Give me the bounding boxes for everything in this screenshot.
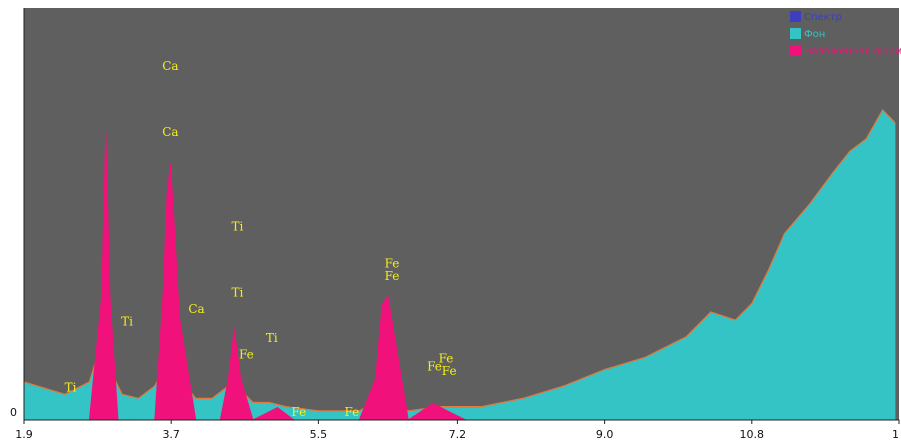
series-0-point xyxy=(121,394,123,396)
series-1-point xyxy=(105,131,107,133)
series-0-point xyxy=(894,122,896,124)
series-0-point xyxy=(137,398,140,400)
series-0-point xyxy=(604,370,606,372)
x-tick-label: 3.7 xyxy=(162,428,180,441)
peak-label: Ca xyxy=(188,302,204,316)
legend: Спектр Фон Наложенная форма xyxy=(790,11,901,57)
series-1-point xyxy=(109,295,111,297)
series-1-point xyxy=(375,378,377,380)
series-0-point xyxy=(268,402,270,405)
series-0-point xyxy=(358,411,360,413)
series-0-point xyxy=(252,402,254,405)
series-0-point xyxy=(882,110,884,112)
peak-label: Fe xyxy=(442,364,457,378)
peak-label: Ti xyxy=(266,331,278,345)
series-1-point xyxy=(101,295,103,297)
series-0-point xyxy=(685,337,688,339)
series-0-point xyxy=(783,234,786,236)
series-0-point xyxy=(710,312,712,314)
series-1-point xyxy=(387,295,389,297)
peak-label: Fe xyxy=(345,405,360,419)
y-tick-label: 0 xyxy=(10,406,17,419)
peak-label: Fe xyxy=(439,351,454,365)
legend-swatch xyxy=(790,28,801,39)
peak-label: Fe xyxy=(427,360,442,374)
series-1-point xyxy=(169,164,171,166)
tick-layer: 1.9 3.7 5.5 7.2 9.0 10.8 1 0 xyxy=(10,406,900,441)
series-0-point xyxy=(808,205,810,207)
peak-label: Fe xyxy=(385,269,400,283)
peak-label: Ca xyxy=(162,125,178,139)
series-0-point xyxy=(317,411,319,413)
x-tick-label: 1.9 xyxy=(15,428,33,441)
series-0-point xyxy=(285,407,287,409)
series-1-point xyxy=(233,328,235,330)
x-tick-label: 7.2 xyxy=(449,428,467,441)
series-0-point xyxy=(522,398,524,400)
series-1-point xyxy=(432,402,434,405)
peak-label: Fe xyxy=(385,257,400,271)
series-1-point xyxy=(240,378,242,380)
series-0-point xyxy=(211,398,213,400)
series-0-point xyxy=(751,304,753,306)
series-0-point xyxy=(88,382,90,384)
series-1-point xyxy=(227,378,229,380)
peak-label: Ca xyxy=(162,59,178,73)
peak-label: Ti xyxy=(121,314,133,328)
series-0-point xyxy=(734,320,737,322)
series-0-point xyxy=(481,407,483,409)
legend-label: Фон xyxy=(804,29,825,40)
legend-label: Спектр xyxy=(804,12,842,23)
x-tick-label: 5.5 xyxy=(310,428,328,441)
series-1-point xyxy=(162,295,164,297)
peak-label: Ti xyxy=(231,220,243,234)
peak-label: Fe xyxy=(291,405,306,419)
peak-label: Ti xyxy=(231,286,243,300)
legend-swatch xyxy=(790,45,801,56)
series-1-point xyxy=(166,192,168,194)
series-0-point xyxy=(767,271,769,273)
peak-label: Fe xyxy=(239,347,254,361)
x-tick-label: 1 xyxy=(892,428,899,441)
series-0-point xyxy=(64,394,66,396)
legend-swatch xyxy=(790,11,801,22)
peak-label: Ti xyxy=(65,380,77,394)
series-0-point xyxy=(195,398,197,400)
series-1-point xyxy=(448,411,450,413)
series-0-point xyxy=(154,386,156,388)
series-1-point xyxy=(381,304,383,306)
series-0-point xyxy=(563,386,565,388)
series-1-point xyxy=(276,407,279,409)
series-0-point xyxy=(407,411,409,413)
legend-label: Наложенная форма xyxy=(804,46,901,57)
series-0-point xyxy=(865,139,867,141)
series-1-point xyxy=(178,316,180,318)
series-0-point xyxy=(644,357,647,359)
series-1-point xyxy=(395,345,397,347)
series-0-point xyxy=(849,151,851,153)
x-tick-label: 10.8 xyxy=(740,428,765,441)
x-tick-label: 9.0 xyxy=(596,428,614,441)
series-0-point xyxy=(833,172,835,174)
series-1-point xyxy=(173,213,175,215)
